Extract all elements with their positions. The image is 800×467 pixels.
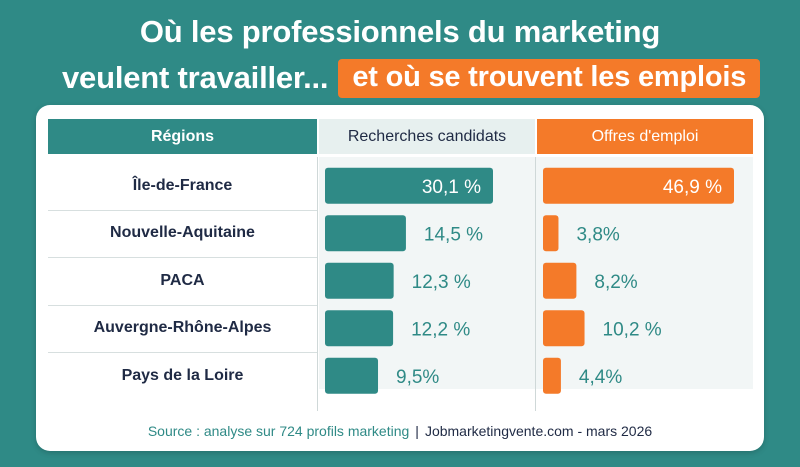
divider-middle bbox=[535, 157, 536, 411]
bar-candidates bbox=[325, 357, 379, 394]
bar-offers bbox=[543, 310, 585, 347]
region-label: Île-de-France bbox=[132, 176, 233, 194]
row-separator bbox=[48, 304, 317, 306]
header-candidates: Recherches candidats bbox=[319, 119, 535, 154]
data-label-candidates: 12,2 % bbox=[411, 319, 470, 340]
data-label-offers: 8,2% bbox=[594, 272, 637, 293]
region-label: Pays de la Loire bbox=[121, 366, 244, 384]
bar-offers bbox=[543, 167, 734, 204]
data-label-candidates: 14,5 % bbox=[424, 224, 483, 245]
bar-chart: 30,1 % 14,5 % 12,3 % 12,2 % 9,5% 46,9 % 3,8% 8,… bbox=[325, 167, 734, 394]
bar-offers bbox=[543, 357, 561, 394]
bar-candidates bbox=[325, 167, 493, 204]
title-plain-text: veulent travailler... bbox=[62, 60, 329, 95]
divider-left bbox=[317, 157, 318, 411]
data-label-offers: 46,9 % bbox=[663, 177, 722, 198]
data-label-candidates: 12,3 % bbox=[412, 272, 471, 293]
chart-card: Régions Recherches candidats Offres d'em… bbox=[36, 105, 764, 451]
data-label-candidates: 30,1 % bbox=[422, 177, 481, 198]
header-regions: Régions bbox=[48, 119, 317, 154]
bar-offers bbox=[543, 262, 577, 299]
chart-title-line2: veulent travailler... et où se trouvent … bbox=[62, 58, 761, 98]
data-label-offers: 10,2 % bbox=[603, 319, 662, 340]
region-label: Nouvelle-Aquitaine bbox=[110, 224, 255, 242]
footer: Source : analyse sur 724 profils marketi… bbox=[36, 423, 764, 439]
row-separator bbox=[48, 209, 317, 211]
region-label: Auvergne-Rhône-Alpes bbox=[93, 319, 272, 337]
footer-separator: | bbox=[415, 423, 419, 439]
chart-title-line1: Où les professionnels du marketing bbox=[139, 14, 661, 49]
header-offers: Offres d'emploi bbox=[537, 119, 753, 154]
data-label-offers: 4,4% bbox=[579, 367, 622, 388]
footer-source: Source : analyse sur 724 profils marketi… bbox=[147, 423, 410, 439]
footer-domain: Jobmarketingvente.com - mars 2026 bbox=[424, 423, 653, 439]
bar-candidates bbox=[325, 262, 394, 299]
bar-offers bbox=[543, 215, 559, 252]
data-label-candidates: 9,5% bbox=[396, 367, 439, 388]
title-highlight-text: et où se trouvent les emplois bbox=[338, 58, 761, 98]
data-label-offers: 3,8% bbox=[576, 224, 619, 245]
region-label: PACA bbox=[160, 271, 205, 289]
row-separator bbox=[48, 257, 317, 258]
bar-candidates bbox=[325, 215, 406, 252]
bar-candidates bbox=[325, 310, 394, 347]
row-separator bbox=[48, 352, 317, 353]
